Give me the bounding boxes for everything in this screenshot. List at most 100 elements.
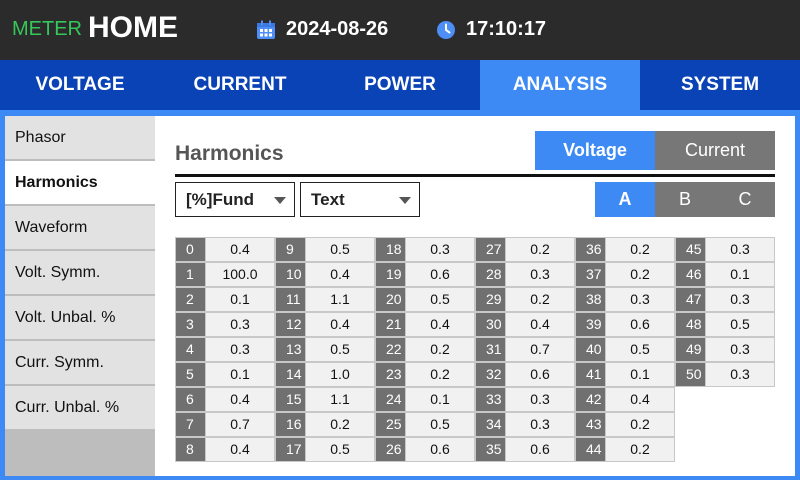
harmonic-order: 5: [175, 362, 206, 387]
harmonic-value: 0.1: [205, 287, 275, 312]
harmonic-value: 0.1: [705, 262, 775, 287]
harmonic-value: 0.3: [705, 237, 775, 262]
harmonic-order: 26: [375, 437, 406, 462]
harmonic-value: 0.2: [405, 337, 475, 362]
harmonic-value: 0.3: [205, 312, 275, 337]
sidebar-item-phasor[interactable]: Phasor: [5, 116, 155, 159]
sidebar-item-volt-unbal[interactable]: Volt. Unbal. %: [5, 296, 155, 339]
harmonic-value: 0.6: [505, 437, 575, 462]
harmonic-order: 50: [675, 362, 706, 387]
harmonic-value: 1.1: [305, 287, 375, 312]
phase-c-button[interactable]: C: [715, 182, 775, 217]
harmonic-order: 19: [375, 262, 406, 287]
harmonic-value: 0.4: [605, 387, 675, 412]
harmonic-order: 3: [175, 312, 206, 337]
screen-title: HOME: [88, 11, 178, 44]
harmonic-order: 0: [175, 237, 206, 262]
harmonic-order: 33: [475, 387, 506, 412]
phase-a-button[interactable]: A: [595, 182, 655, 217]
harmonic-value: 0.2: [605, 237, 675, 262]
sidebar-item-curr-symm[interactable]: Curr. Symm.: [5, 341, 155, 384]
harmonic-order: 32: [475, 362, 506, 387]
harmonic-value: 0.5: [405, 412, 475, 437]
harmonic-order: 47: [675, 287, 706, 312]
harmonic-value: 0.1: [405, 387, 475, 412]
harmonic-order: 8: [175, 437, 206, 462]
tab-system[interactable]: SYSTEM: [680, 74, 760, 95]
harmonic-order: 12: [275, 312, 306, 337]
harmonic-value: 0.3: [405, 237, 475, 262]
harmonic-order: 28: [475, 262, 506, 287]
harmonic-value: 0.5: [405, 287, 475, 312]
harmonic-order: 23: [375, 362, 406, 387]
sidebar-item-volt-symm[interactable]: Volt. Symm.: [5, 251, 155, 294]
harmonic-order: 25: [375, 412, 406, 437]
harmonic-value: 100.0: [205, 262, 275, 287]
harmonic-order: 1: [175, 262, 206, 287]
tab-current[interactable]: CURRENT: [193, 74, 287, 95]
current-toggle-button[interactable]: Current: [655, 131, 775, 170]
view-select[interactable]: Text: [300, 182, 420, 217]
sidebar: Phasor Harmonics Waveform Volt. Symm. Vo…: [5, 116, 155, 476]
view-select-value: Text: [311, 190, 345, 209]
harmonic-order: 22: [375, 337, 406, 362]
harmonic-value: 0.2: [605, 437, 675, 462]
harmonic-order: 30: [475, 312, 506, 337]
harmonic-order: 34: [475, 412, 506, 437]
calendar-icon: [257, 20, 275, 39]
harmonic-value: 1.0: [305, 362, 375, 387]
harmonic-order: 42: [575, 387, 606, 412]
harmonic-value: 0.4: [205, 387, 275, 412]
sidebar-item-curr-unbal[interactable]: Curr. Unbal. %: [5, 386, 155, 429]
harmonic-value: 0.6: [405, 262, 475, 287]
harmonic-value: 0.5: [305, 437, 375, 462]
harmonic-order: 24: [375, 387, 406, 412]
chevron-down-icon: [399, 197, 411, 204]
harmonic-order: 15: [275, 387, 306, 412]
harmonic-order: 49: [675, 337, 706, 362]
harmonic-value: 0.2: [505, 237, 575, 262]
date-text: 2024-08-26: [286, 18, 389, 40]
unit-select[interactable]: [%]Fund: [175, 182, 295, 217]
tab-power[interactable]: POWER: [364, 74, 436, 95]
harmonic-value: 0.7: [505, 337, 575, 362]
harmonic-order: 20: [375, 287, 406, 312]
harmonic-value: 0.3: [505, 262, 575, 287]
header-bar: METER HOME 2024-08-26 17:10:17: [0, 0, 800, 60]
harmonic-value: 0.3: [505, 387, 575, 412]
harmonic-value: 0.2: [505, 287, 575, 312]
sidebar-item-harmonics[interactable]: Harmonics: [5, 161, 155, 204]
harmonic-value: 0.3: [505, 412, 575, 437]
harmonic-order: 38: [575, 287, 606, 312]
tab-analysis[interactable]: ANALYSIS: [480, 60, 640, 110]
harmonic-value: 0.4: [305, 312, 375, 337]
harmonic-order: 11: [275, 287, 306, 312]
harmonic-value: 0.4: [505, 312, 575, 337]
harmonic-order: 17: [275, 437, 306, 462]
harmonic-order: 27: [475, 237, 506, 262]
harmonic-value: 0.3: [205, 337, 275, 362]
harmonic-order: 4: [175, 337, 206, 362]
harmonic-value: 0.4: [305, 262, 375, 287]
harmonic-order: 29: [475, 287, 506, 312]
phase-b-button[interactable]: B: [655, 182, 715, 217]
harmonic-value: 0.3: [705, 362, 775, 387]
harmonic-order: 10: [275, 262, 306, 287]
harmonic-order: 40: [575, 337, 606, 362]
sidebar-item-waveform[interactable]: Waveform: [5, 206, 155, 249]
harmonic-value: 0.6: [405, 437, 475, 462]
harmonic-order: 41: [575, 362, 606, 387]
voltage-toggle-button[interactable]: Voltage: [535, 131, 655, 170]
harmonic-order: 45: [675, 237, 706, 262]
tab-voltage[interactable]: VOLTAGE: [35, 74, 125, 95]
harmonic-value: 0.4: [205, 437, 275, 462]
harmonic-value: 0.5: [305, 337, 375, 362]
harmonic-order: 13: [275, 337, 306, 362]
harmonic-order: 9: [275, 237, 306, 262]
harmonic-order: 2: [175, 287, 206, 312]
title-divider: [175, 174, 775, 177]
harmonic-order: 44: [575, 437, 606, 462]
harmonic-value: 0.1: [605, 362, 675, 387]
brand-label: METER: [12, 18, 82, 40]
harmonic-order: 21: [375, 312, 406, 337]
